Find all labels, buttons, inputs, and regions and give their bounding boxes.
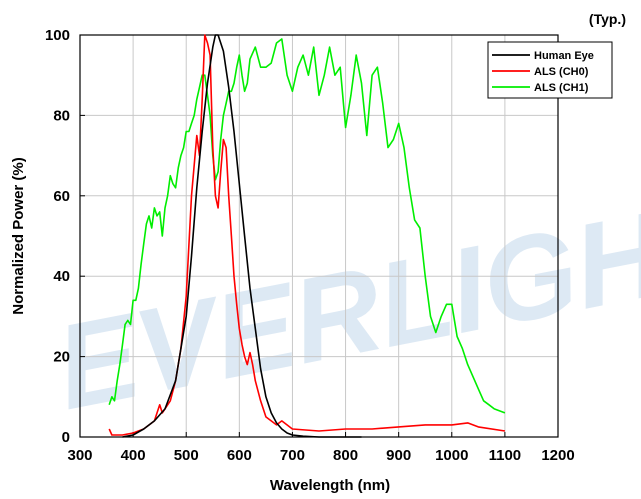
x-tick-labels: 300 400 500 600 700 800 900 1000 1100 1200 — [67, 447, 574, 464]
x-tick-label: 1200 — [541, 447, 574, 464]
legend: Human Eye ALS (CH0) ALS (CH1) — [487, 41, 613, 99]
x-tick-label: 600 — [227, 447, 252, 464]
x-tick-label: 900 — [386, 447, 411, 464]
series-layer — [108, 34, 506, 438]
x-axis-title: Wavelength (nm) — [270, 477, 390, 494]
y-tick-label: 40 — [53, 268, 70, 285]
grid — [79, 34, 559, 438]
typical-note: (Typ.) — [589, 11, 626, 27]
legend-box — [487, 41, 613, 99]
y-tick-label: 20 — [53, 349, 70, 366]
series-line-als-ch0 — [108, 34, 506, 436]
y-tick-label: 60 — [53, 188, 70, 205]
legend-label: Human Eye — [534, 50, 594, 62]
y-tick-label: 0 — [62, 429, 70, 446]
x-tick-label: 1100 — [489, 447, 522, 464]
x-tick-label: 1000 — [435, 447, 468, 464]
legend-label: ALS (CH1) — [534, 82, 589, 94]
x-tick-label: 300 — [67, 447, 92, 464]
x-tick-label: 800 — [333, 447, 358, 464]
legend-label: ALS (CH0) — [534, 66, 589, 78]
x-tick-label: 700 — [280, 447, 305, 464]
watermark-logo: EVERLIGHT — [46, 171, 641, 435]
y-tick-label: 100 — [45, 27, 70, 44]
x-tick-label: 400 — [121, 447, 146, 464]
y-tick-labels: 0 20 40 60 80 100 — [45, 27, 70, 446]
y-tick-label: 80 — [53, 107, 70, 124]
series-line-human-eye — [122, 34, 362, 438]
y-axis-title: Normalized Power (%) — [10, 157, 27, 315]
series-line-als-ch1 — [108, 38, 506, 414]
x-tick-label: 500 — [174, 447, 199, 464]
